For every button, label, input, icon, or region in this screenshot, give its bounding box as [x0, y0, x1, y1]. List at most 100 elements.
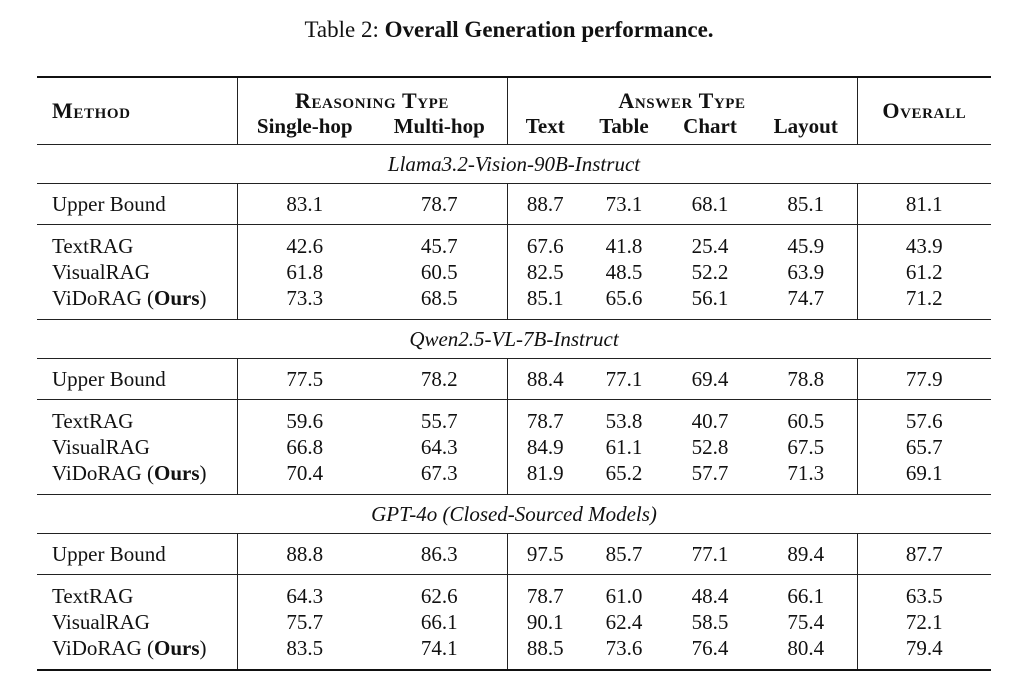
answer-type-header: Answer Type [506, 77, 858, 114]
method-name: TextRAG [52, 233, 134, 258]
header-row-1: Method Reasoning Type Answer Type Overal… [37, 77, 992, 145]
col-layout: Layout [773, 114, 838, 138]
value-cell: 60.5 [420, 259, 458, 284]
section-model-name: GPT-4o (Closed-Sourced Models) [371, 501, 657, 526]
col-multi-hop: Multi-hop [393, 114, 485, 138]
method-row: ViDoRAG (Ours) 73.3 68.5 85.1 65.6 56.1 74.7 71… [37, 285, 992, 320]
upper-bound-row: Upper Bound 83.1 78.7 88.7 73.1 68.1 85.1 81.1 [37, 183, 992, 225]
value-cell: 53.8 [605, 408, 643, 433]
method-row: VisualRAG 75.7 66.1 90.1 62.4 58.5 75.4 72.1 [37, 609, 992, 635]
method-name: TextRAG [52, 583, 134, 608]
header-row-2: Single-hop Multi-hop Text Table Chart La… [37, 114, 991, 145]
method-row: TextRAG 59.6 55.7 78.7 53.8 40.7 60.5 57.6 [37, 399, 992, 435]
value-cell: 88.7 [506, 183, 583, 225]
col-text: Text [506, 114, 583, 145]
table-body: Llama3.2-Vision-90B-Instruct Upper Bound 8… [37, 144, 992, 670]
section-title-row: GPT-4o (Closed-Sourced Models) [37, 494, 992, 534]
value-cell: 88.5 [506, 635, 583, 670]
method-row: TextRAG 42.6 45.7 67.6 41.8 25.4 45.9 43.9 [37, 224, 992, 259]
col-single-hop: Single-hop [236, 114, 372, 145]
value-cell: 86.3 [420, 541, 458, 566]
value-cell: 73.3 [236, 285, 372, 320]
value-cell: 61.1 [605, 434, 643, 459]
method-name: ViDoRAG ( [52, 635, 154, 660]
method-cell: Upper Bound [52, 191, 166, 216]
table-caption: Table 2: Overall Generation performance. [0, 14, 1018, 46]
value-cell: 89.4 [787, 541, 825, 566]
value-cell: 90.1 [506, 609, 583, 635]
method-row: VisualRAG 61.8 60.5 82.5 48.5 52.2 63.9 61.2 [37, 259, 992, 285]
value-cell: 62.4 [605, 609, 643, 634]
value-cell: 52.2 [691, 259, 729, 284]
value-cell: 70.4 [236, 460, 372, 495]
value-cell: 63.5 [856, 574, 992, 609]
upper-bound-row: Upper Bound 88.8 86.3 97.5 85.7 77.1 89.4 87.7 [37, 533, 992, 575]
value-cell: 84.9 [506, 434, 583, 460]
value-cell: 83.1 [236, 183, 372, 225]
value-cell: 48.5 [605, 259, 643, 284]
value-cell: 65.6 [605, 285, 643, 310]
generation-performance-table: Method Reasoning Type Answer Type Overal… [37, 76, 992, 671]
value-cell: 64.3 [236, 574, 372, 609]
method-row: TextRAG 64.3 62.6 78.7 61.0 48.4 66.1 63.5 [37, 574, 992, 610]
value-cell: 67.3 [420, 460, 458, 485]
value-cell: 80.4 [787, 635, 825, 660]
value-cell: 83.5 [236, 635, 372, 670]
value-cell: 41.8 [605, 233, 643, 258]
value-cell: 78.2 [420, 366, 458, 391]
value-cell: 57.6 [856, 399, 992, 434]
value-cell: 88.8 [236, 533, 372, 575]
overall-header: Overall [856, 77, 992, 145]
value-cell: 74.1 [420, 635, 458, 660]
value-cell: 76.4 [691, 635, 729, 660]
col-chart: Chart [683, 114, 737, 138]
value-cell: 97.5 [506, 533, 583, 575]
value-cell: 69.4 [691, 366, 729, 391]
value-cell: 78.7 [420, 191, 458, 216]
method-cell: ViDoRAG (Ours) [37, 635, 237, 670]
ours-close-paren: ) [199, 635, 207, 660]
ours-close-paren: ) [199, 460, 207, 485]
value-cell: 60.5 [787, 408, 825, 433]
caption-label: Table 2: [304, 17, 379, 42]
caption-title: Overall Generation performance. [384, 17, 714, 42]
value-cell: 81.9 [506, 460, 583, 495]
method-cell: Upper Bound [52, 366, 166, 391]
value-cell: 73.1 [605, 191, 643, 216]
reasoning-type-header: Reasoning Type [236, 77, 507, 114]
value-cell: 65.2 [605, 460, 643, 485]
method-cell: VisualRAG [37, 609, 237, 635]
method-cell: VisualRAG [37, 434, 237, 460]
value-cell: 77.1 [691, 541, 729, 566]
value-cell: 79.4 [856, 635, 992, 670]
value-cell: 55.7 [420, 408, 458, 433]
value-cell: 75.4 [787, 609, 825, 634]
value-cell: 67.5 [787, 434, 825, 459]
results-table-container: Method Reasoning Type Answer Type Overal… [37, 76, 992, 671]
value-cell: 42.6 [236, 224, 372, 259]
method-row: ViDoRAG (Ours) 70.4 67.3 81.9 65.2 57.7 71.3 69… [37, 460, 992, 495]
value-cell: 69.1 [856, 460, 992, 495]
value-cell: 66.1 [420, 609, 458, 634]
ours-close-paren: ) [199, 285, 207, 310]
value-cell: 87.7 [856, 533, 992, 575]
ours-marker: Ours [154, 285, 200, 310]
method-cell: TextRAG [37, 575, 237, 610]
section-model-name: Llama3.2-Vision-90B-Instruct [387, 151, 641, 176]
value-cell: 77.9 [856, 358, 992, 400]
method-cell: VisualRAG [37, 259, 237, 285]
value-cell: 77.1 [605, 366, 643, 391]
col-table: Table [599, 114, 649, 138]
value-cell: 66.8 [236, 434, 372, 460]
value-cell: 67.6 [506, 224, 583, 259]
value-cell: 63.9 [787, 259, 825, 284]
value-cell: 78.8 [787, 366, 825, 391]
value-cell: 59.6 [236, 399, 372, 434]
section-title-row: Llama3.2-Vision-90B-Instruct [37, 144, 992, 184]
method-row: VisualRAG 66.8 64.3 84.9 61.1 52.8 67.5 65.7 [37, 434, 992, 460]
value-cell: 81.1 [856, 183, 992, 225]
value-cell: 85.7 [605, 541, 643, 566]
ours-marker: Ours [154, 635, 200, 660]
method-cell: TextRAG [37, 400, 237, 435]
value-cell: 66.1 [787, 583, 825, 608]
